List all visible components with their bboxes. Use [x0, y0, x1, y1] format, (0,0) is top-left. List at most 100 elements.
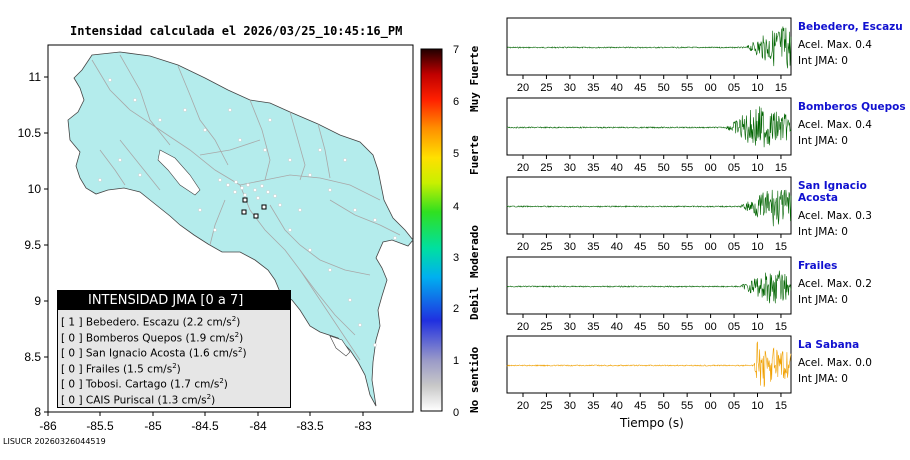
time-tick-label: 00 — [704, 162, 716, 174]
legend-station: Tobosi. Cartago — [85, 378, 171, 391]
waveform-trace — [506, 106, 792, 148]
time-tick-label: 35 — [587, 241, 599, 253]
legend-station: San Ignacio Acosta — [85, 347, 189, 360]
colorbar-category: Moderado — [468, 225, 481, 278]
legend-row: [ 0 ] CAIS Puriscal (1.3 cm/s2) — [61, 392, 216, 407]
time-tick-label: 35 — [587, 400, 599, 412]
time-tick-label: 15 — [775, 241, 787, 253]
time-tick-label: 30 — [564, 400, 576, 412]
waveform-trace — [506, 341, 792, 387]
time-tick-label: 50 — [658, 162, 670, 174]
waveform-trace — [506, 26, 792, 69]
time-tick-label: 05 — [728, 321, 740, 333]
lon-tick-label: -84.5 — [191, 419, 219, 433]
legend-pga: (1.9 — [185, 332, 210, 345]
legend-unit: cm/s — [212, 347, 238, 360]
time-tick-label: 15 — [775, 162, 787, 174]
time-tick-label: 05 — [728, 162, 740, 174]
waveform-accel: Acel. Max. 0.4 — [798, 39, 872, 51]
colorbar-tick: 6 — [453, 96, 459, 108]
waveform-station-info: San Ignacio Acosta Acel. Max. 0.3 Int JMA:… — [798, 180, 910, 238]
legend-intensity: [ 0 ] — [61, 363, 86, 376]
lat-tick-label: 10 — [28, 182, 42, 196]
waveform-station-name: Bomberos Quepos — [798, 101, 906, 113]
waveform-station-info: Bomberos Quepos Acel. Max. 0.4 Int JMA: 0 — [798, 101, 906, 147]
legend-pga: (1.6 — [188, 347, 213, 360]
colorbar-tick: 4 — [453, 201, 459, 213]
legend-intensity: [ 0 ] — [61, 332, 86, 345]
legend-unit: cm/s — [209, 332, 235, 345]
colorbar-category: Debil — [468, 287, 481, 320]
waveform-station-info: Frailes Acel. Max. 0.2 Int JMA: 0 — [798, 260, 872, 306]
time-tick-label: 00 — [704, 82, 716, 94]
time-tick-label: 15 — [775, 82, 787, 94]
legend-station: Bebedero. Escazu — [85, 316, 183, 329]
time-tick-label: 00 — [704, 400, 716, 412]
lat-tick-label: 10.5 — [18, 126, 42, 140]
time-axis-label: Tiempo (s) — [620, 416, 684, 430]
time-tick-label: 10 — [751, 321, 763, 333]
waveform-panels: 20 25 30 35 40 45 50 55 00 05 10 15 20 25 30 35 40 45 50 55… — [506, 17, 792, 412]
legend-row: [ 0 ] Tobosi. Cartago (1.7 cm/s2) — [61, 377, 228, 391]
time-tick-label: 25 — [540, 321, 552, 333]
lon-tick-label: -83 — [354, 419, 372, 433]
waveform-station-info: La Sabana Acel. Max. 0.0 Int JMA: 0 — [798, 339, 872, 385]
time-tick-label: 35 — [587, 82, 599, 94]
waveform-trace — [506, 189, 792, 227]
colorbar-category: No sentido — [468, 346, 481, 413]
intensity-legend: INTENSIDAD JMA [0 a 7] [ 1 ] Bebedero. E… — [57, 290, 291, 408]
colorbar-category: Muy Fuerte — [468, 45, 481, 112]
time-tick-label: 15 — [775, 400, 787, 412]
waveform-accel: Acel. Max. 0.3 — [798, 210, 872, 222]
waveform-station-info: Bebedero, Escazu Acel. Max. 0.4 Int JMA: 0 — [798, 21, 903, 67]
lat-tick-label: 9 — [34, 294, 41, 308]
time-tick-label: 55 — [681, 241, 693, 253]
road-network — [91, 54, 401, 361]
legend-unit-exp: 2 — [238, 346, 243, 355]
time-tick-label: 50 — [658, 241, 670, 253]
legend-pga: (1.3 — [157, 394, 182, 407]
legend-station: CAIS Puriscal — [85, 394, 158, 407]
legend-intensity: [ 1 ] — [61, 316, 86, 329]
colorbar-tick: 1 — [453, 355, 459, 367]
time-tick-label: 10 — [751, 82, 763, 94]
station-markers — [241, 197, 267, 219]
time-tick-label: 40 — [611, 241, 623, 253]
waveform-station-name: Bebedero, Escazu — [798, 21, 903, 33]
legend-list: [ 1 ] Bebedero. Escazu (2.2 cm/s2) [ 0 ] … — [58, 310, 290, 406]
legend-unit: cm/s — [181, 394, 207, 407]
legend-intensity: [ 0 ] — [61, 378, 86, 391]
time-tick-label: 05 — [728, 241, 740, 253]
time-tick-label: 30 — [564, 321, 576, 333]
waveform-panel — [506, 335, 792, 394]
map-title: Intensidad calculada el 2026/03/25_10:45… — [70, 24, 403, 38]
time-tick-label: 55 — [681, 400, 693, 412]
time-tick-label: 20 — [517, 321, 529, 333]
legend-pga: (2.2 — [182, 316, 207, 329]
waveform-jma: Int JMA: 0 — [798, 55, 848, 67]
waveform-trace — [506, 270, 792, 304]
time-tick-label: 25 — [540, 162, 552, 174]
time-tick-label: 20 — [517, 82, 529, 94]
legend-row: [ 1 ] Bebedero. Escazu (2.2 cm/s2) — [61, 315, 241, 329]
legend-row: [ 0 ] San Ignacio Acosta (1.6 cm/s2) — [61, 346, 247, 360]
lon-tick-label: -86 — [39, 419, 57, 433]
time-tick-label: 50 — [658, 321, 670, 333]
legend-unit-exp: 2 — [234, 330, 240, 339]
time-tick-label: 45 — [634, 82, 646, 94]
lon-tick-label: -84 — [249, 419, 267, 433]
lon-tick-label: -83.5 — [296, 419, 324, 433]
legend-unit-exp: 2 — [172, 361, 177, 370]
legend-unit: cm/s — [194, 378, 220, 391]
time-tick-label: 45 — [634, 162, 646, 174]
colorbar — [420, 48, 443, 412]
lon-tick-label: -85.5 — [86, 419, 114, 433]
waveform-accel: Acel. Max. 0.0 — [798, 357, 872, 369]
lat-ticks — [44, 76, 48, 413]
lat-tick-label: 9.5 — [24, 238, 41, 252]
time-tick-label: 55 — [681, 82, 693, 94]
time-tick-label: 30 — [564, 241, 576, 253]
time-tick-label: 20 — [517, 162, 529, 174]
lon-tick-label: -85 — [144, 419, 162, 433]
